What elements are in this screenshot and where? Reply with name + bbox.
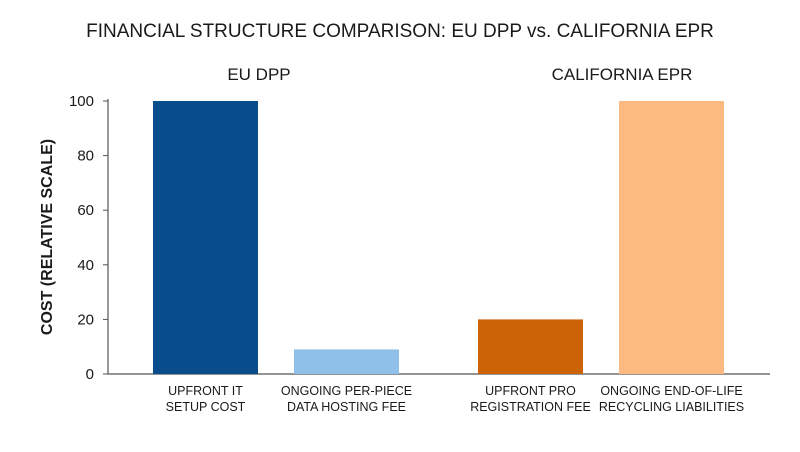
y-tick-label: 80 <box>77 148 94 165</box>
y-tick-label: 20 <box>77 311 94 328</box>
category-label: REGISTRATION FEE <box>470 400 591 414</box>
bars <box>153 101 724 374</box>
category-label: DATA HOSTING FEE <box>287 400 406 414</box>
y-tick-label: 0 <box>86 366 94 383</box>
y-axis-label: COST (RELATIVE SCALE) <box>39 139 56 335</box>
category-label: ONGOING PER-PIECE <box>281 384 412 398</box>
category-label: UPFRONT IT <box>168 384 243 398</box>
y-tick-label: 60 <box>77 202 94 219</box>
bar <box>619 101 724 374</box>
y-tick-label: 100 <box>69 93 94 110</box>
bar <box>294 349 399 374</box>
group-title: EU DPP <box>227 65 290 84</box>
group-title: CALIFORNIA EPR <box>552 65 693 84</box>
category-label: UPFRONT PRO <box>485 384 576 398</box>
bar <box>153 101 258 374</box>
category-label: SETUP COST <box>166 400 246 414</box>
category-label: RECYCLING LIABILITIES <box>599 400 744 414</box>
chart-title: FINANCIAL STRUCTURE COMPARISON: EU DPP v… <box>86 21 714 42</box>
bar <box>478 319 583 374</box>
category-label: ONGOING END-OF-LIFE <box>600 384 742 398</box>
labels: EU DPP UPFRONT IT SETUP COST ONGOING PER-PI… <box>166 65 744 414</box>
y-tick-label: 40 <box>77 257 94 274</box>
